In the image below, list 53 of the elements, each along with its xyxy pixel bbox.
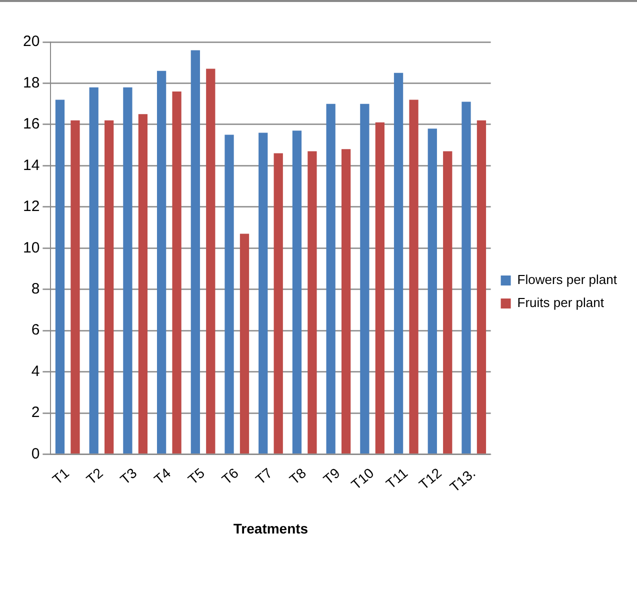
x-axis-title: Treatments	[233, 520, 308, 536]
legend-label: Fruits per plant	[517, 295, 604, 310]
bar	[462, 102, 471, 454]
bar	[274, 153, 283, 454]
y-tick-label: 18	[22, 74, 40, 92]
bar	[258, 132, 268, 454]
bar	[138, 114, 148, 454]
y-tick-label: 10	[22, 239, 40, 256]
bar	[55, 100, 65, 454]
x-tick-label: T10	[348, 464, 377, 492]
y-tick-label: 4	[31, 362, 40, 380]
x-tick-label: T12	[416, 464, 445, 492]
x-tick-label: T11	[382, 464, 411, 492]
bar	[224, 134, 234, 454]
bar	[394, 72, 404, 454]
bar	[476, 120, 486, 454]
bar	[428, 128, 437, 454]
bar	[326, 104, 336, 454]
y-tick-label: 8	[31, 280, 40, 298]
bar	[104, 120, 114, 454]
y-tick-label: 20	[22, 33, 40, 50]
x-tick-label: T2	[83, 464, 106, 488]
bar	[341, 149, 351, 454]
bar	[409, 100, 418, 454]
y-tick-label: 0	[31, 445, 40, 462]
x-tick-label: T8	[286, 464, 310, 488]
bar	[375, 122, 384, 454]
bar	[89, 87, 98, 454]
y-tick-label: 14	[22, 156, 40, 174]
y-tick-label: 6	[31, 322, 40, 339]
bar	[123, 87, 132, 454]
bar	[360, 104, 370, 454]
x-tick-label: T13.	[446, 464, 478, 496]
bar	[308, 151, 317, 454]
bar	[70, 120, 80, 454]
bar	[172, 91, 182, 454]
y-tick-label: 12	[22, 198, 40, 216]
bar	[292, 130, 302, 454]
bar	[240, 234, 250, 454]
x-tick-label: T3	[116, 464, 140, 488]
bar	[443, 151, 452, 454]
bar	[190, 50, 200, 454]
bar	[156, 70, 166, 454]
x-tick-label: T9	[320, 464, 344, 488]
legend-label: Flowers per plant	[517, 272, 618, 288]
x-tick-label: T7	[252, 464, 276, 488]
y-tick-label: 16	[22, 116, 40, 133]
x-tick-label: T5	[184, 464, 208, 488]
bar	[206, 68, 216, 454]
y-tick-label: 2	[31, 404, 40, 422]
x-tick-label: T4	[150, 464, 174, 488]
x-tick-label: T6	[218, 464, 242, 488]
x-tick-label: T1	[49, 464, 72, 488]
